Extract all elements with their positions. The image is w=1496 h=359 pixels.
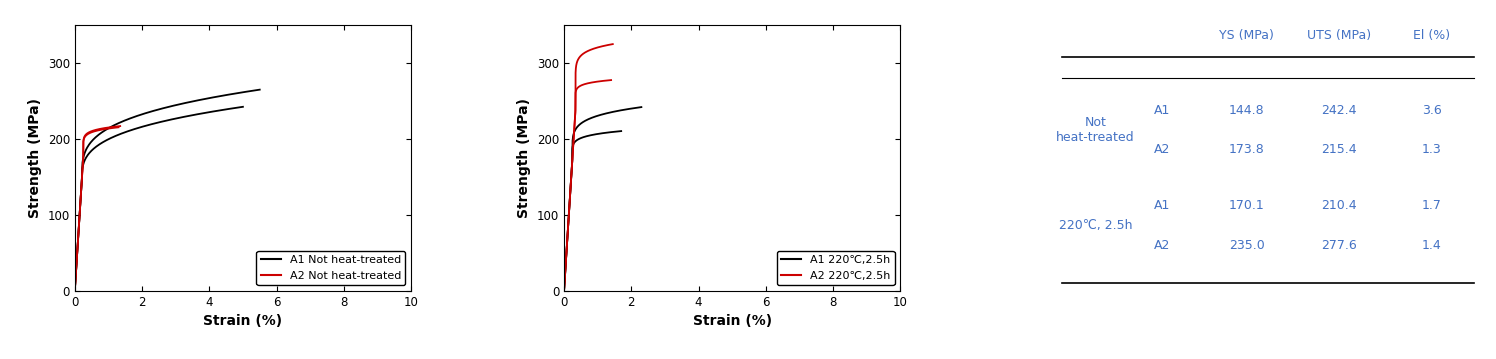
Legend: A1 Not heat-treated, A2 Not heat-treated: A1 Not heat-treated, A2 Not heat-treated: [256, 251, 405, 285]
Text: 235.0: 235.0: [1228, 239, 1264, 252]
Text: 173.8: 173.8: [1228, 144, 1264, 157]
Text: 215.4: 215.4: [1321, 144, 1357, 157]
Text: Not
heat-treated: Not heat-treated: [1056, 116, 1134, 144]
Text: 210.4: 210.4: [1321, 199, 1357, 212]
Text: 242.4: 242.4: [1321, 104, 1357, 117]
Text: 220℃, 2.5h: 220℃, 2.5h: [1059, 219, 1132, 232]
Text: A1: A1: [1155, 104, 1171, 117]
X-axis label: Strain (%): Strain (%): [203, 314, 283, 328]
Text: 3.6: 3.6: [1421, 104, 1442, 117]
Text: UTS (MPa): UTS (MPa): [1308, 29, 1372, 42]
Text: 1.7: 1.7: [1421, 199, 1442, 212]
Text: 170.1: 170.1: [1228, 199, 1264, 212]
Text: A1: A1: [1155, 199, 1171, 212]
Text: 1.3: 1.3: [1421, 144, 1442, 157]
Text: A2: A2: [1155, 144, 1171, 157]
Text: 144.8: 144.8: [1228, 104, 1264, 117]
Legend: A1 220℃,2.5h, A2 220℃,2.5h: A1 220℃,2.5h, A2 220℃,2.5h: [776, 251, 895, 285]
Text: YS (MPa): YS (MPa): [1219, 29, 1275, 42]
Text: A2: A2: [1155, 239, 1171, 252]
Text: El (%): El (%): [1412, 29, 1450, 42]
X-axis label: Strain (%): Strain (%): [693, 314, 772, 328]
Y-axis label: Strength (MPa): Strength (MPa): [518, 98, 531, 218]
Y-axis label: Strength (MPa): Strength (MPa): [28, 98, 42, 218]
Text: 277.6: 277.6: [1321, 239, 1357, 252]
Text: 1.4: 1.4: [1421, 239, 1442, 252]
